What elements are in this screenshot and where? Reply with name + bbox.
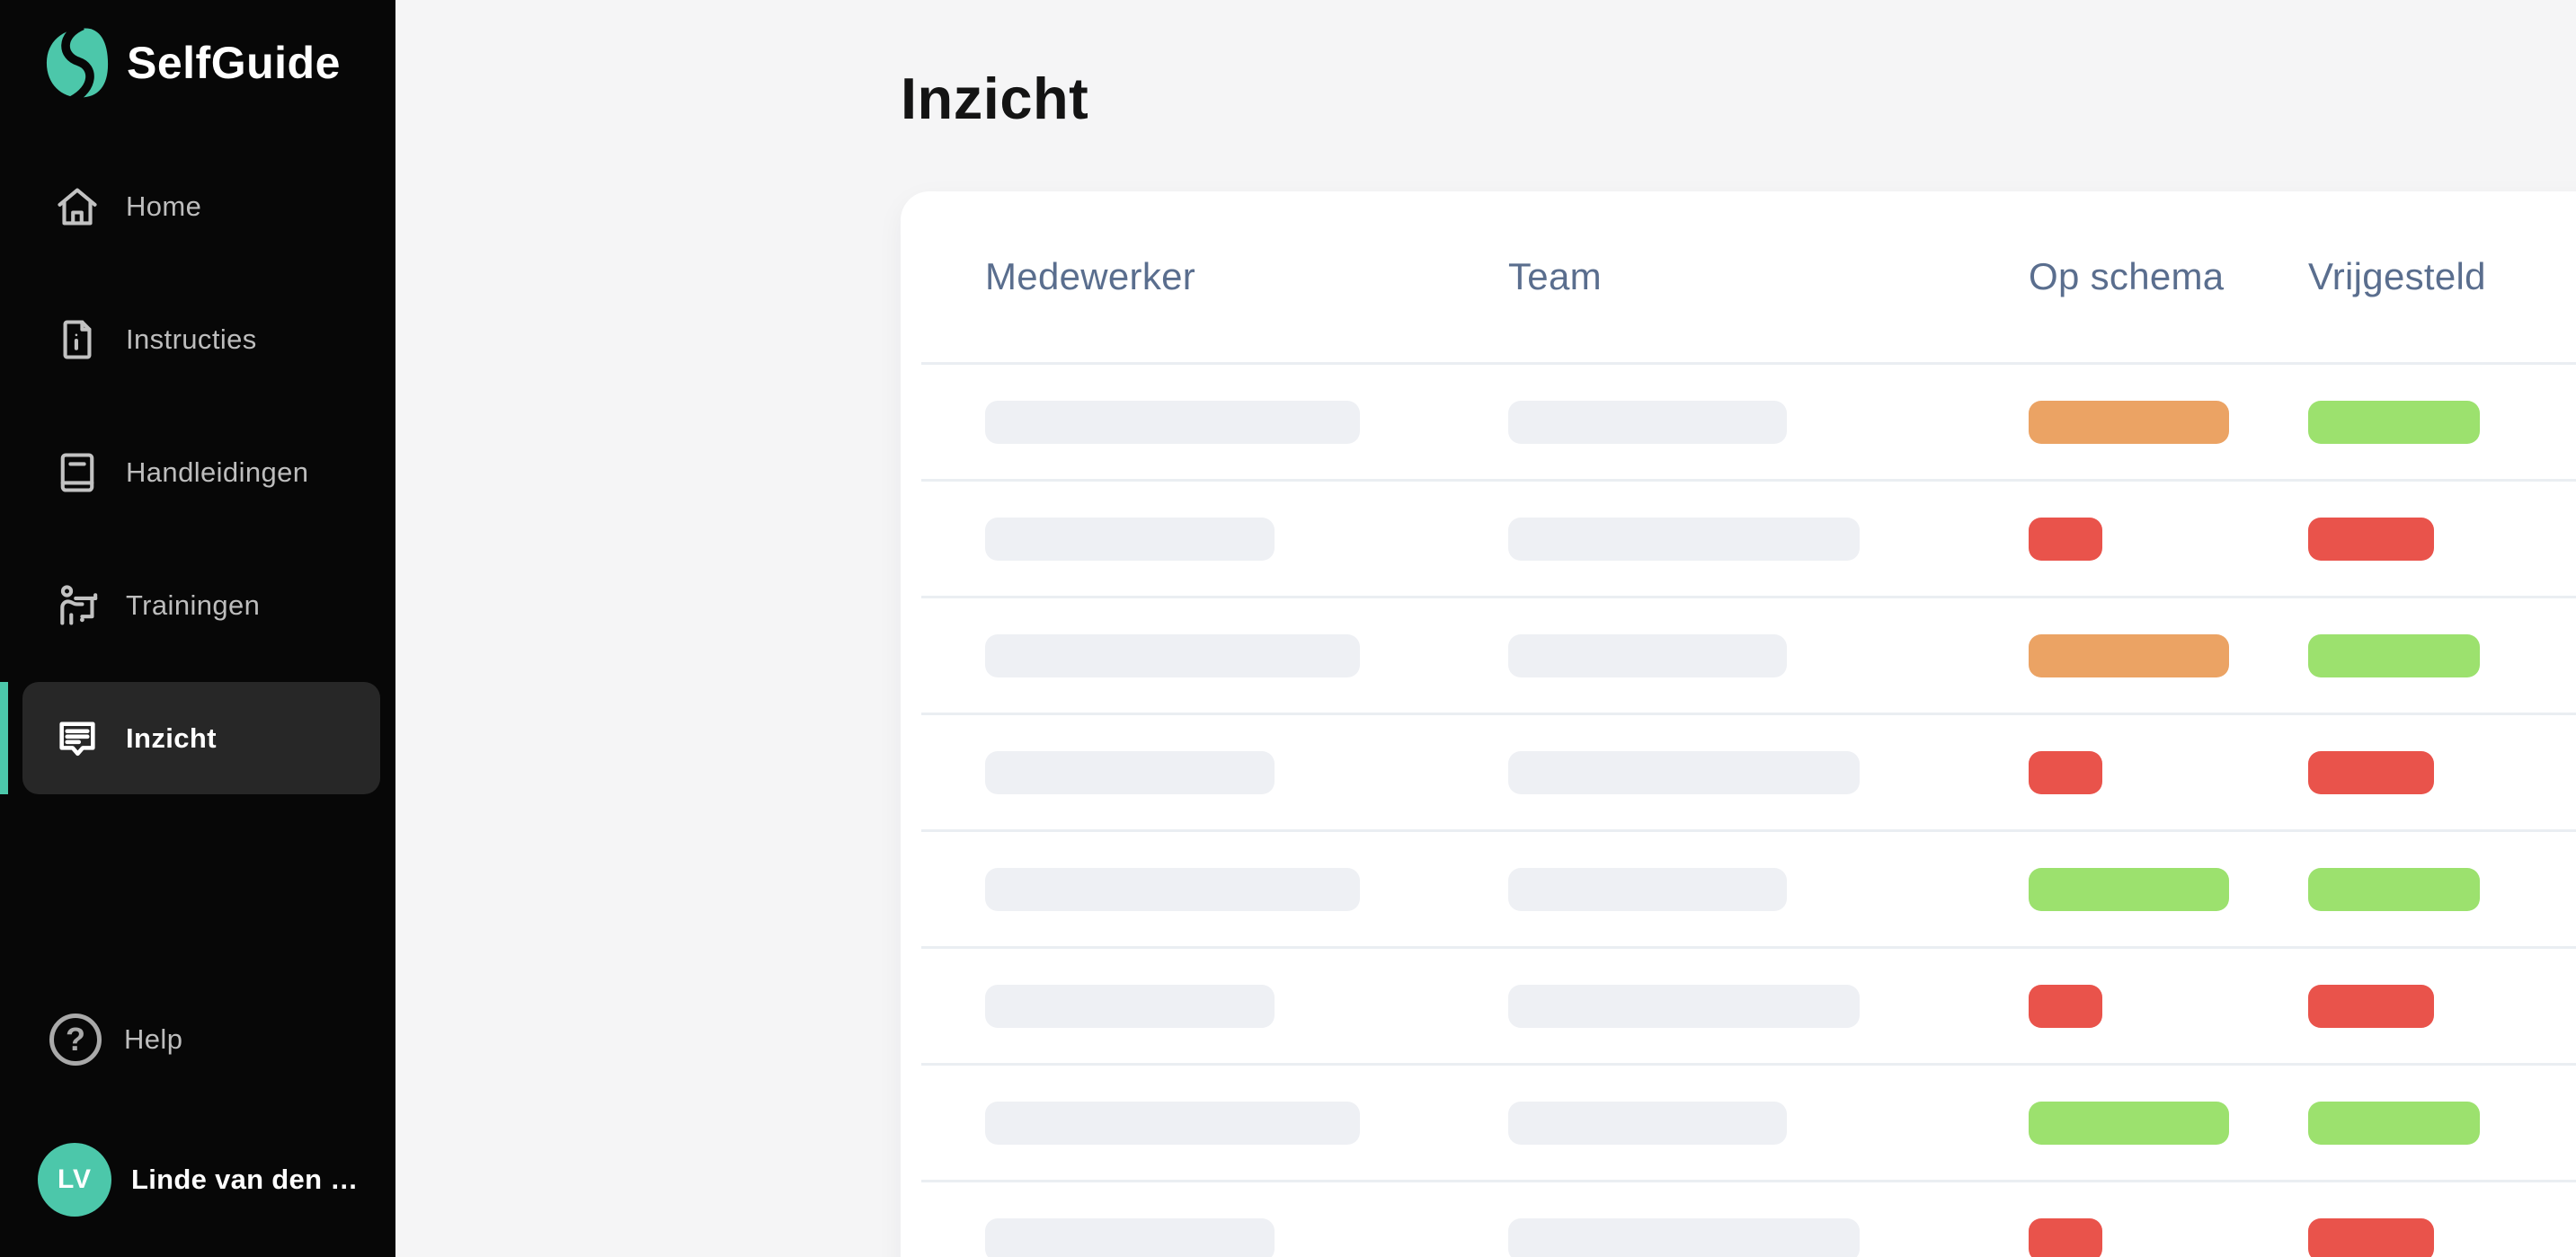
medewerker-skeleton: [985, 1217, 1275, 1257]
medewerker-skeleton: [985, 750, 1275, 794]
op-schema-pill: [2029, 1217, 2102, 1257]
user-menu[interactable]: LV Linde van den …: [0, 1135, 395, 1225]
table-header-row: Medewerker Team Op schema Vrijgesteld Ri…: [921, 191, 2576, 365]
team-skeleton: [1508, 1217, 1860, 1257]
sidebar-item-handleidingen[interactable]: Handleidingen: [0, 406, 395, 539]
table-row: [921, 482, 2576, 598]
main-content: Inzicht Medewerker Team Op schema Vrijge…: [395, 0, 2576, 1257]
instructions-document-icon: [63, 320, 92, 359]
column-header-op-schema: Op schema: [2029, 255, 2225, 297]
sidebar: SelfGuide Home Instructies Handle: [0, 0, 395, 1257]
insight-table-card: Medewerker Team Op schema Vrijgesteld Ri…: [901, 191, 2576, 1257]
sidebar-item-label: Home: [126, 190, 202, 222]
medewerker-skeleton: [985, 984, 1275, 1028]
vrijgesteld-pill: [2308, 1101, 2480, 1145]
op-schema-pill: [2029, 867, 2229, 911]
vrijgesteld-pill: [2308, 1217, 2434, 1257]
vrijgesteld-pill: [2308, 867, 2480, 911]
sidebar-item-home[interactable]: Home: [0, 140, 395, 273]
medewerker-skeleton: [985, 400, 1360, 444]
vrijgesteld-pill: [2308, 400, 2480, 444]
sidebar-item-label: Handleidingen: [126, 456, 309, 488]
table-body: [901, 365, 2576, 1257]
medewerker-skeleton: [985, 1101, 1360, 1145]
table-row: [921, 365, 2576, 482]
team-skeleton: [1508, 984, 1860, 1028]
team-skeleton: [1508, 750, 1860, 794]
vrijgesteld-pill: [2308, 633, 2480, 677]
table-row: [921, 832, 2576, 949]
column-header-vrijgesteld: Vrijgesteld: [2308, 255, 2486, 297]
active-accent-bar: [0, 682, 8, 794]
op-schema-pill: [2029, 984, 2102, 1028]
team-skeleton: [1508, 517, 1860, 561]
table-row: [921, 715, 2576, 832]
sidebar-item-inzicht[interactable]: Inzicht: [0, 672, 395, 805]
insight-message-icon: [59, 721, 95, 757]
team-skeleton: [1508, 867, 1787, 911]
training-presenter-icon: [60, 585, 98, 625]
sidebar-item-trainingen[interactable]: Trainingen: [0, 539, 395, 672]
op-schema-pill: [2029, 633, 2229, 677]
vrijgesteld-pill: [2308, 984, 2434, 1028]
table-row: [921, 1182, 2576, 1257]
selfguide-logo-icon: [46, 27, 109, 99]
app-logo: SelfGuide: [0, 0, 395, 99]
table-row: [921, 949, 2576, 1066]
avatar: LV: [38, 1143, 111, 1217]
medewerker-skeleton: [985, 867, 1360, 911]
op-schema-pill: [2029, 1101, 2229, 1145]
team-skeleton: [1508, 400, 1787, 444]
vrijgesteld-pill: [2308, 750, 2434, 794]
team-skeleton: [1508, 1101, 1787, 1145]
user-name: Linde van den …: [131, 1164, 359, 1195]
team-skeleton: [1508, 633, 1787, 677]
table-row: [921, 1066, 2576, 1182]
manuals-book-icon: [60, 453, 94, 492]
vrijgesteld-pill: [2308, 517, 2434, 561]
sidebar-item-label: Inzicht: [126, 722, 217, 754]
column-header-team: Team: [1508, 255, 1602, 297]
table-row: [921, 598, 2576, 715]
sidebar-item-label: Instructies: [126, 323, 257, 355]
sidebar-item-instructies[interactable]: Instructies: [0, 273, 395, 406]
help-label: Help: [124, 1023, 183, 1055]
op-schema-pill: [2029, 517, 2102, 561]
op-schema-pill: [2029, 750, 2102, 794]
help-question-icon: ?: [49, 1014, 102, 1066]
sidebar-nav: Home Instructies Handleidingen: [0, 140, 395, 805]
column-header-medewerker: Medewerker: [985, 255, 1196, 297]
medewerker-skeleton: [985, 517, 1275, 561]
sidebar-item-help[interactable]: ? Help: [0, 973, 395, 1106]
page-title: Inzicht: [901, 66, 1089, 131]
home-icon: [58, 188, 97, 226]
op-schema-pill: [2029, 400, 2229, 444]
app-title: SelfGuide: [127, 38, 341, 88]
sidebar-item-label: Trainingen: [126, 589, 261, 621]
medewerker-skeleton: [985, 633, 1360, 677]
